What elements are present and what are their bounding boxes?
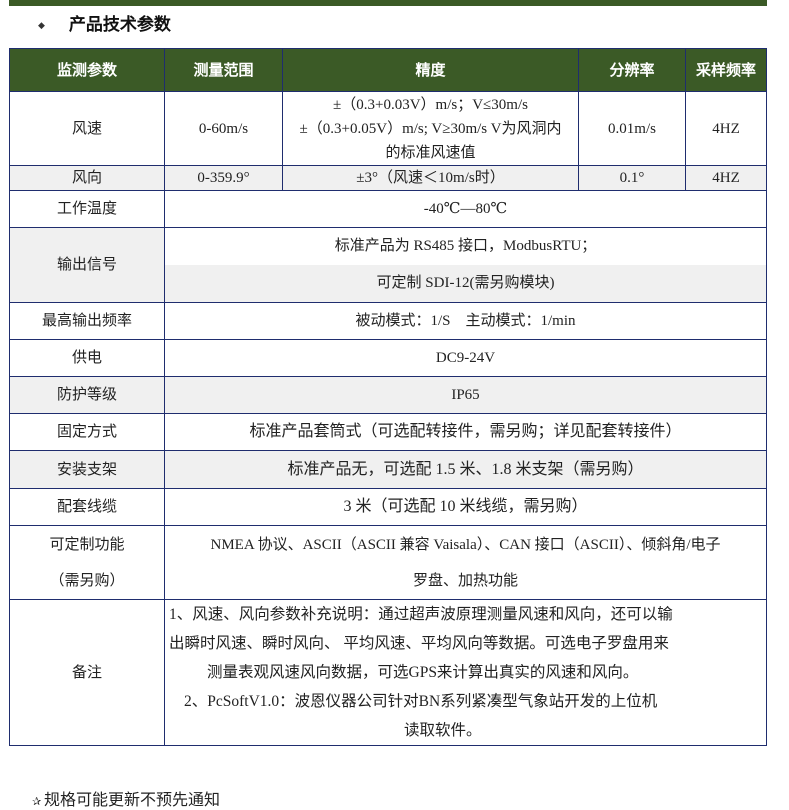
value-cell: IP65 <box>164 376 767 414</box>
header-cell: 分辨率 <box>578 48 686 92</box>
value-cell: 标准产品无，可选配 1.5 米、1.8 米支架（需另购） <box>164 450 767 489</box>
label-cell: 安装支架 <box>9 450 165 489</box>
range-cell: 0-359.9° <box>164 165 283 191</box>
note-line: 2、PcSoftV1.0：波恩仪器公司针对BN系列紧凑型气象站开发的上位机 <box>184 693 658 710</box>
table-row: 工作温度 -40℃—80℃ <box>9 190 767 228</box>
rate-cell: 4HZ <box>685 165 767 191</box>
value-line: NMEA 协议、ASCII（ASCII 兼容 Vaisala）、CAN 接口（A… <box>210 536 721 553</box>
value-cell: 标准产品套筒式（可选配转接件，需另购；详见配套转接件） <box>164 413 767 451</box>
top-bar <box>9 0 767 6</box>
table-row: 最高输出频率 被动模式：1/S 主动模式：1/min <box>9 302 767 340</box>
value-cell: DC9-24V <box>164 339 767 377</box>
label-cell: 最高输出频率 <box>9 302 165 340</box>
section-title: 产品技术参数 <box>68 15 171 35</box>
label-cell: 工作温度 <box>9 190 165 228</box>
label-line: 可定制功能 <box>49 536 125 553</box>
section-heading: ◆ 产品技术参数 <box>38 10 171 35</box>
label-cell: 配套线缆 <box>9 488 165 526</box>
star-icon: ✰ <box>32 796 44 808</box>
note-line: 出瞬时风速、瞬时风向、 平均风速、平均风向等数据。可选电子罗盘用来 <box>169 635 669 652</box>
table-row: 防护等级 IP65 <box>9 376 767 414</box>
table-row: 备注 1、风速、风向参数补充说明：通过超声波原理测量风速和风向，还可以输 出瞬时… <box>9 599 767 746</box>
value-cell: 被动模式：1/S 主动模式：1/min <box>164 302 767 340</box>
table-header: 监测参数 测量范围 精度 分辨率 采样频率 <box>9 48 767 92</box>
table-row: 供电 DC9-24V <box>9 339 767 377</box>
header-cell: 采样频率 <box>685 48 767 92</box>
table-row: 风速 0-60m/s ±（0.3+0.03V）m/s；V≤30m/s ±（0.3+… <box>9 91 767 166</box>
note-line: 读取软件。 <box>404 722 482 739</box>
table-row: 安装支架 标准产品无，可选配 1.5 米、1.8 米支架（需另购） <box>9 450 767 489</box>
value-cell: -40℃—80℃ <box>164 190 767 228</box>
param-cell: 风速 <box>9 91 165 166</box>
table-row: 可定制 SDI-12(需另购模块) <box>10 264 767 303</box>
footer-text: 规格可能更新不预先通知 <box>43 792 220 809</box>
header-cell: 精度 <box>282 48 579 92</box>
accuracy-cell: ±（0.3+0.03V）m/s；V≤30m/s ±（0.3+0.05V）m/s; … <box>282 91 579 166</box>
range-cell: 0-60m/s <box>164 91 283 166</box>
header-cell: 测量范围 <box>164 48 283 92</box>
label-cell: 可定制功能 （需另购） <box>9 525 165 600</box>
resolution-cell: 0.01m/s <box>578 91 686 166</box>
note-line: 1、风速、风向参数补充说明：通过超声波原理测量风速和风向，还可以输 <box>169 606 673 623</box>
accuracy-line: ±（0.3+0.03V）m/s；V≤30m/s <box>333 96 528 113</box>
table-row: 配套线缆 3 米（可选配 10 米线缆，需另购） <box>9 488 767 526</box>
label-cell: 防护等级 <box>9 376 165 414</box>
value-cell: 标准产品为 RS485 接口，ModbusRTU； <box>164 227 767 265</box>
resolution-cell: 0.1° <box>578 165 686 191</box>
value-line: 罗盘、加热功能 <box>412 572 518 589</box>
accuracy-cell: ±3°（风速＜10m/s时） <box>282 165 579 191</box>
table-row: 输出信号 标准产品为 RS485 接口，ModbusRTU； <box>9 227 767 303</box>
bullet-icon: ◆ <box>38 21 45 31</box>
value-cell: 3 米（可选配 10 米线缆，需另购） <box>164 488 767 526</box>
table-row: 固定方式 标准产品套筒式（可选配转接件，需另购；详见配套转接件） <box>9 413 767 451</box>
note-line: 测量表观风速风向数据，可选GPS来计算出真实的风速和风向。 <box>207 664 639 681</box>
table-row: 风向 0-359.9° ±3°（风速＜10m/s时） 0.1° 4HZ <box>9 165 767 191</box>
accuracy-line: 的标准风速值 <box>385 144 476 161</box>
header-cell: 监测参数 <box>9 48 165 92</box>
param-cell: 风向 <box>9 165 165 191</box>
label-cell: 备注 <box>9 599 165 746</box>
notes-cell: 1、风速、风向参数补充说明：通过超声波原理测量风速和风向，还可以输 出瞬时风速、… <box>164 599 767 746</box>
rate-cell: 4HZ <box>685 91 767 166</box>
accuracy-line: ±（0.3+0.05V）m/s; V≥30m/s V为风洞内 <box>299 120 562 137</box>
spec-table: 监测参数 测量范围 精度 分辨率 采样频率 风速 0-60m/s ±（0.3+0… <box>9 48 767 746</box>
label-line: （需另购） <box>49 572 125 589</box>
label-cell: 输出信号 <box>9 227 165 303</box>
label-cell: 供电 <box>9 339 165 377</box>
label-cell: 固定方式 <box>9 413 165 451</box>
footer-note: ✰ 规格可能更新不预先通知 <box>32 786 220 810</box>
value-cell: 可定制 SDI-12(需另购模块) <box>164 264 767 303</box>
table-row: 可定制功能 （需另购） NMEA 协议、ASCII（ASCII 兼容 Vaisal… <box>9 525 767 600</box>
value-cell: NMEA 协议、ASCII（ASCII 兼容 Vaisala）、CAN 接口（A… <box>164 525 767 600</box>
